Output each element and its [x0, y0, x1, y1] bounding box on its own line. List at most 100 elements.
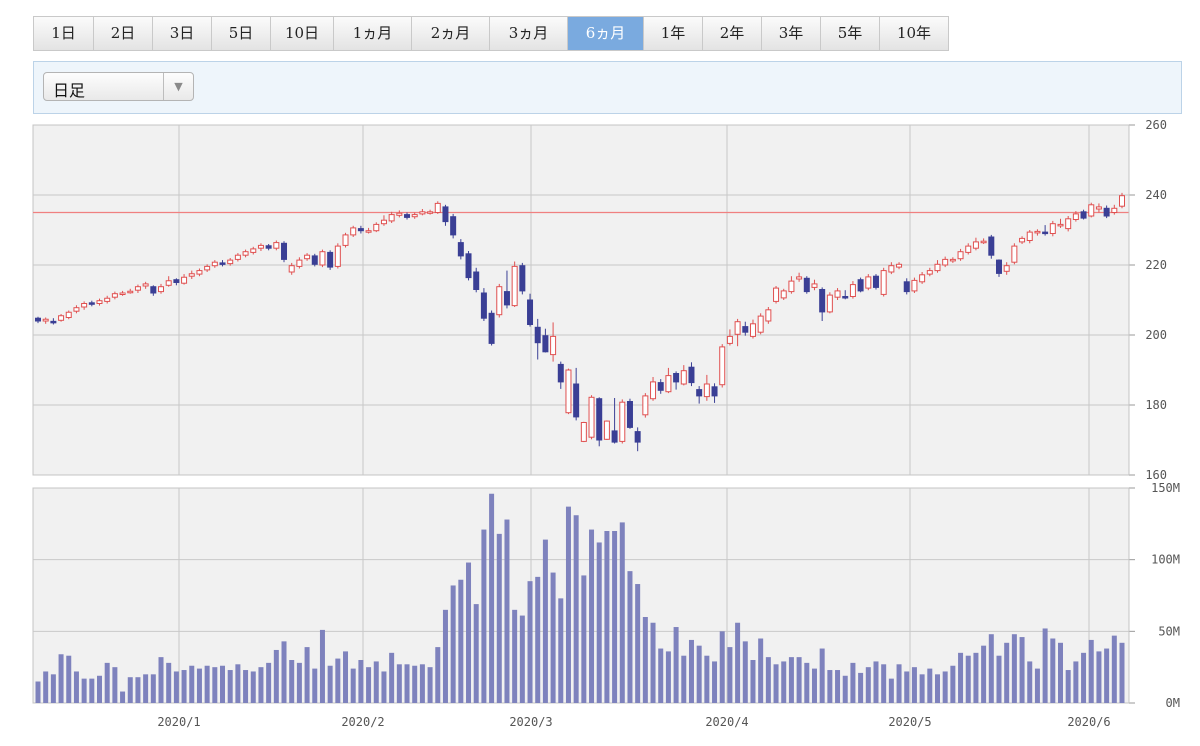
volume-bar — [212, 667, 218, 703]
candle-body — [450, 216, 457, 236]
volume-bar — [358, 660, 364, 703]
range-tab-13[interactable]: 10年 — [880, 17, 948, 50]
volume-bar — [519, 615, 525, 703]
volume-bar — [573, 515, 579, 703]
volume-bar — [681, 655, 687, 703]
volume-bar — [427, 667, 433, 703]
volume-bar — [227, 670, 233, 703]
x-tick-label: 2020/4 — [705, 715, 748, 729]
candle-body — [619, 401, 626, 442]
volume-bar — [750, 660, 756, 703]
volume-bar — [619, 522, 625, 703]
candle-body — [1026, 231, 1033, 242]
volume-bar — [373, 661, 379, 703]
volume-bar — [281, 641, 287, 703]
volume-bar — [642, 617, 648, 703]
candle-body — [673, 373, 680, 383]
volume-bar — [888, 678, 894, 703]
range-tab-7[interactable]: 3ヵ月 — [490, 17, 568, 50]
volume-bar — [535, 576, 541, 703]
volume-bar — [419, 664, 425, 703]
candle-body — [234, 254, 241, 260]
volume-bar — [804, 662, 810, 703]
range-tab-5[interactable]: 1ヵ月 — [334, 17, 412, 50]
candle-body — [227, 259, 234, 265]
volume-bar — [773, 664, 779, 703]
x-tick-label: 2020/3 — [509, 715, 552, 729]
candle-body — [765, 309, 772, 322]
volume-bar — [412, 665, 418, 703]
range-tab-11[interactable]: 3年 — [762, 17, 821, 50]
range-tab-1[interactable]: 2日 — [94, 17, 153, 50]
volume-bar — [758, 638, 764, 703]
volume-bar — [73, 671, 79, 703]
candle-body — [427, 211, 434, 214]
volume-bar — [658, 648, 664, 703]
volume-bar — [965, 655, 971, 703]
volume-bar — [1065, 670, 1071, 703]
candle-body — [1111, 207, 1118, 214]
range-tab-10[interactable]: 2年 — [703, 17, 762, 50]
candle-body — [181, 276, 188, 284]
volume-bar — [250, 671, 256, 703]
range-tab-0[interactable]: 1日 — [34, 17, 94, 50]
volume-bar — [389, 652, 395, 703]
range-tab-12[interactable]: 5年 — [821, 17, 880, 50]
range-tab-3[interactable]: 5日 — [212, 17, 271, 50]
x-tick-label: 2020/6 — [1067, 715, 1110, 729]
volume-bar — [220, 665, 226, 703]
candle-body — [150, 286, 157, 294]
range-tab-4[interactable]: 10日 — [271, 17, 334, 50]
candle-body — [242, 251, 249, 256]
x-tick-label: 2020/2 — [341, 715, 384, 729]
volume-bar — [58, 654, 64, 703]
candle-body — [749, 323, 756, 337]
volume-bar — [189, 665, 195, 703]
candle-body — [573, 383, 580, 418]
candle-body — [726, 335, 733, 344]
volume-bar — [1034, 668, 1040, 703]
candle-body — [1011, 245, 1018, 263]
volume-bar — [89, 678, 95, 703]
candle-body — [1057, 223, 1064, 227]
volume-bar — [120, 691, 126, 703]
range-tab-6[interactable]: 2ヵ月 — [412, 17, 490, 50]
candle-body — [1095, 206, 1102, 210]
price-tick-label: 240 — [1145, 188, 1167, 202]
volume-bar — [496, 533, 502, 703]
candle-body — [1088, 204, 1095, 217]
volume-bar — [81, 678, 87, 703]
candle-body — [965, 245, 972, 253]
candle-body — [972, 241, 979, 249]
volume-bar — [204, 665, 210, 703]
candle-body — [519, 265, 526, 292]
candle-body — [503, 291, 510, 306]
candle-body — [411, 214, 418, 218]
range-tab-2[interactable]: 3日 — [153, 17, 212, 50]
volume-bar — [266, 662, 272, 703]
candle-body — [434, 202, 441, 213]
range-tab-bar: 1日 2日 3日 5日 10日 1ヵ月 2ヵ月 3ヵ月 6ヵ月 1年 2年 3年 5年 10年 — [33, 16, 949, 51]
volume-bar — [258, 667, 264, 703]
volume-bar — [981, 645, 987, 703]
candle-body — [603, 420, 610, 440]
volume-bar — [735, 622, 741, 703]
volume-bar — [104, 662, 110, 703]
candle-body — [865, 276, 872, 289]
volume-bar — [627, 571, 633, 703]
candle-body — [158, 286, 165, 293]
candle-body — [65, 311, 72, 318]
dropdown-arrow-icon[interactable]: ▼ — [163, 73, 193, 100]
interval-select[interactable]: 日足 ▼ — [43, 72, 194, 101]
candle-body — [480, 292, 487, 319]
volume-bar — [788, 657, 794, 703]
range-tab-9[interactable]: 1年 — [644, 17, 703, 50]
volume-bar — [43, 671, 49, 703]
volume-bar — [865, 667, 871, 703]
candle-body — [565, 369, 572, 414]
candle-body — [188, 273, 195, 277]
volume-bar — [504, 519, 510, 703]
volume-bar — [173, 671, 179, 703]
range-tab-8[interactable]: 6ヵ月 — [568, 17, 644, 50]
